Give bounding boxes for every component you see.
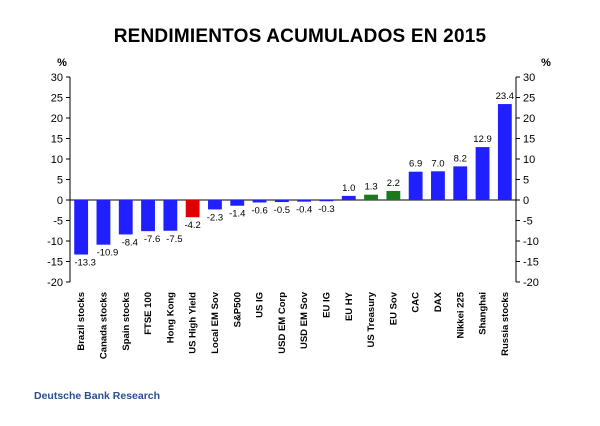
- data-label: -2.3: [207, 212, 223, 223]
- data-label: 1.0: [342, 183, 355, 194]
- y-unit-left: %: [57, 57, 67, 69]
- y-tick-label-right: -15: [523, 257, 539, 269]
- x-tick-label: USD EM Sov: [299, 291, 310, 349]
- x-tick-label: Russia stocks: [500, 292, 511, 356]
- bar: [274, 200, 289, 203]
- data-label: -0.4: [296, 205, 312, 216]
- bar: [118, 200, 133, 235]
- data-label: 8.2: [454, 153, 467, 164]
- chart-title: RENDIMIENTOS ACUMULADOS EN 2015: [113, 26, 487, 47]
- bar: [74, 200, 89, 255]
- y-tick-label-left: -10: [47, 236, 63, 248]
- bar: [453, 166, 468, 200]
- data-label: -0.3: [318, 204, 334, 215]
- y-tick-label-right: 20: [523, 113, 535, 125]
- x-tick-label: Spain stocks: [121, 292, 132, 351]
- bar: [230, 200, 245, 206]
- data-label: 7.0: [431, 158, 444, 169]
- bar: [431, 171, 445, 200]
- x-tick-label: USD EM Corp: [277, 292, 288, 354]
- bar: [208, 200, 222, 210]
- x-tick-label: Canada stocks: [98, 292, 109, 359]
- y-tick-label-right: -5: [523, 216, 533, 228]
- y-tick-label-left: 30: [51, 72, 63, 84]
- chart-bars: [74, 104, 512, 255]
- x-tick-label: EU Sov: [388, 291, 399, 325]
- y-tick-label-left: 25: [51, 93, 63, 105]
- bar: [341, 195, 356, 200]
- bar: [475, 147, 490, 200]
- bar: [185, 200, 200, 218]
- y-tick-label-right: 30: [523, 72, 535, 84]
- x-tick-label: S&P500: [232, 292, 243, 327]
- source-note: Deutsche Bank Research: [34, 390, 161, 402]
- y-unit-right: %: [541, 57, 551, 69]
- bar: [386, 190, 401, 200]
- bar: [497, 104, 512, 200]
- y-tick-label-left: -5: [53, 216, 63, 228]
- x-tick-label: Shanghai: [478, 292, 489, 335]
- data-label: -7.6: [144, 234, 160, 245]
- x-tick-label: EU IG: [321, 292, 332, 318]
- bar: [252, 200, 267, 203]
- data-label: -4.2: [184, 220, 200, 231]
- x-tick-label: DAX: [433, 291, 444, 312]
- y-tick-label-right: -10: [523, 236, 539, 248]
- y-tick-label-right: 10: [523, 154, 535, 166]
- data-label: -7.5: [166, 234, 182, 245]
- bar: [163, 200, 178, 231]
- y-tick-label-left: -15: [47, 257, 63, 269]
- x-tick-label: Nikkei 225: [455, 291, 466, 338]
- data-label: -13.3: [74, 258, 96, 269]
- y-tick-label-left: 20: [51, 113, 63, 125]
- y-tick-label-left: -20: [47, 277, 63, 289]
- y-tick-label-right: -20: [523, 277, 539, 289]
- x-tick-label: US IG: [255, 292, 266, 318]
- bar: [141, 200, 155, 232]
- x-tick-label: FTSE 100: [143, 292, 154, 335]
- data-label: 2.2: [387, 178, 400, 189]
- bar: [297, 200, 312, 202]
- data-label: -0.5: [274, 205, 290, 216]
- chart-labels: -13.3 Brazil stocks -10.9 Canada stocks -8.4…: [73, 90, 515, 359]
- data-label: 1.3: [364, 182, 377, 193]
- data-label: -0.6: [251, 205, 267, 216]
- bar: [319, 200, 334, 202]
- y-tick-label-left: 5: [57, 175, 63, 187]
- data-label: -10.9: [97, 248, 119, 259]
- y-tick-label-right: 5: [523, 175, 529, 187]
- data-label: 23.4: [496, 91, 515, 102]
- y-tick-label-left: 0: [57, 195, 63, 207]
- x-tick-label: EU HY: [344, 291, 355, 321]
- x-tick-label: Local EM Sov: [210, 291, 221, 353]
- y-tick-label-right: 25: [523, 93, 535, 105]
- y-tick-label-right: 0: [523, 195, 529, 207]
- y-tick-label-left: 10: [51, 154, 63, 166]
- data-label: -8.4: [122, 237, 138, 248]
- bar: [408, 171, 423, 200]
- data-label: -1.4: [229, 209, 245, 220]
- x-tick-label: Brazil stocks: [76, 292, 87, 351]
- x-tick-label: Hong Kong: [165, 292, 176, 343]
- y-tick-label-right: 15: [523, 134, 535, 146]
- y-tick-label-left: 15: [51, 134, 63, 146]
- x-tick-label: CAC: [411, 292, 422, 313]
- data-label: 12.9: [473, 134, 492, 145]
- x-tick-label: US Treasury: [366, 291, 377, 347]
- x-tick-label: US High Yield: [188, 292, 199, 354]
- data-label: 6.9: [409, 159, 422, 170]
- bar: [364, 194, 378, 200]
- bar: [96, 200, 111, 245]
